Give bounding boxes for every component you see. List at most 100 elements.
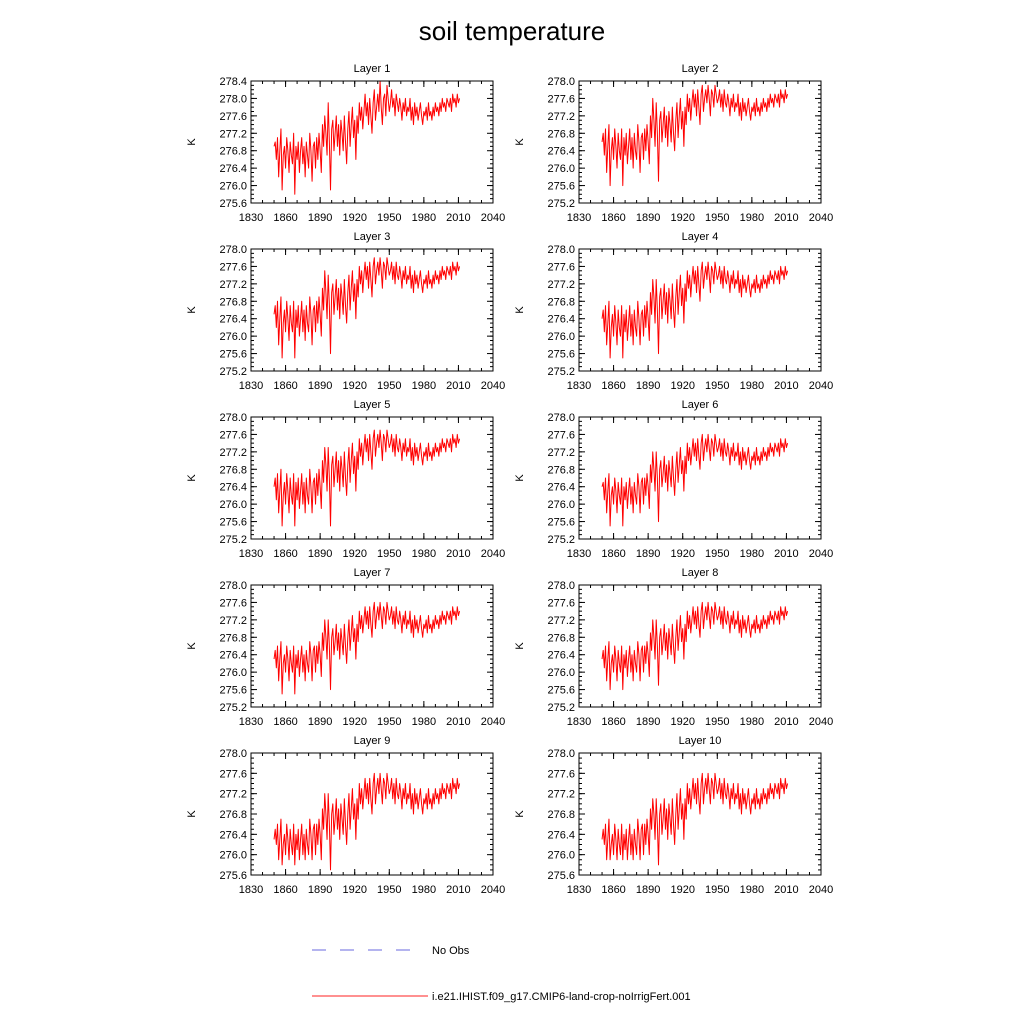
y-tick-label: 275.6 xyxy=(547,685,575,697)
plot-frame xyxy=(578,416,822,540)
panel-layer-1: Layer 1 K 278.4 278.0 277.6 277.2 276.8 276.4 27… xyxy=(186,63,505,224)
y-tick-label: 278.0 xyxy=(219,748,247,760)
y-tick-label: 277.6 xyxy=(547,768,575,780)
x-tick-label: 1830 xyxy=(567,548,591,560)
y-tick-label: 278.0 xyxy=(547,76,575,88)
y-tick-label: 276.0 xyxy=(219,181,247,193)
x-tick-label: 1950 xyxy=(377,380,401,392)
y-tick-label: 277.2 xyxy=(547,111,575,123)
y-tick-label: 278.0 xyxy=(219,412,247,424)
x-tick-label: 1860 xyxy=(273,380,297,392)
y-tick-label: 276.8 xyxy=(547,464,575,476)
y-tick-label: 278.4 xyxy=(219,76,247,88)
x-tick-label: 1950 xyxy=(377,884,401,896)
series-line xyxy=(601,601,789,691)
y-tick-label: 276.4 xyxy=(547,146,575,158)
figure-title: soil temperature xyxy=(419,16,605,46)
panel-title: Layer 7 xyxy=(354,567,391,579)
panel-layer-4: Layer 4 K 278.0 277.6 277.2 276.8 276.4 276.0 27… xyxy=(514,231,833,392)
x-tick-label: 1890 xyxy=(308,716,332,728)
y-tick-label: 276.4 xyxy=(219,650,247,662)
x-tick-label: 1860 xyxy=(273,212,297,224)
x-tick-label: 1950 xyxy=(705,380,729,392)
y-tick-label: 277.2 xyxy=(547,615,575,627)
x-tick-label: 1890 xyxy=(636,212,660,224)
y-tick-label: 276.8 xyxy=(547,632,575,644)
plot-frame xyxy=(250,80,494,204)
x-tick-label: 1980 xyxy=(740,884,764,896)
y-tick-label: 276.8 xyxy=(547,296,575,308)
y-tick-label: 277.6 xyxy=(219,429,247,441)
x-tick-label: 1950 xyxy=(377,716,401,728)
plot-frame xyxy=(250,752,494,876)
x-tick-label: 1830 xyxy=(239,884,263,896)
x-tick-label: 1920 xyxy=(670,716,694,728)
x-tick-label: 1860 xyxy=(273,884,297,896)
panel-layer-8: Layer 8 K 278.0 277.6 277.2 276.8 276.4 276.0 27… xyxy=(514,567,833,728)
series-line xyxy=(273,772,461,871)
y-tick-label: 278.0 xyxy=(547,244,575,256)
x-tick-label: 1920 xyxy=(342,884,366,896)
y-tick-label: 276.0 xyxy=(547,850,575,862)
series-line xyxy=(273,80,461,195)
x-tick-label: 2040 xyxy=(809,716,833,728)
y-tick-label: 275.6 xyxy=(219,198,247,210)
x-tick-label: 1890 xyxy=(636,548,660,560)
x-tick-label: 1830 xyxy=(567,212,591,224)
y-tick-label: 276.0 xyxy=(547,667,575,679)
x-tick-label: 1830 xyxy=(239,548,263,560)
y-tick-label: 275.6 xyxy=(219,349,247,361)
y-tick-label: 276.4 xyxy=(547,482,575,494)
y-tick-label: 276.8 xyxy=(547,809,575,821)
y-tick-label: 275.2 xyxy=(219,534,247,546)
x-tick-label: 1950 xyxy=(705,548,729,560)
panel-title: Layer 10 xyxy=(679,735,722,747)
y-tick-label: 278.0 xyxy=(219,580,247,592)
series-line xyxy=(601,261,789,359)
panel-layer-6: Layer 6 K 278.0 277.6 277.2 276.8 276.4 276.0 27… xyxy=(514,399,833,560)
x-tick-label: 1920 xyxy=(342,716,366,728)
x-tick-label: 1980 xyxy=(740,716,764,728)
x-tick-label: 1980 xyxy=(412,884,436,896)
x-tick-label: 1980 xyxy=(412,548,436,560)
x-tick-label: 2010 xyxy=(774,548,798,560)
panel-title: Layer 1 xyxy=(354,63,391,75)
x-tick-label: 2040 xyxy=(809,212,833,224)
x-tick-label: 1860 xyxy=(601,884,625,896)
x-tick-label: 2010 xyxy=(446,884,470,896)
panel-layer-10: Layer 10 K 278.0 277.6 277.2 276.8 276.4 276.0 2… xyxy=(514,735,833,896)
y-tick-label: 276.8 xyxy=(219,464,247,476)
y-axis-label: K xyxy=(514,138,526,146)
y-tick-label: 277.6 xyxy=(219,597,247,609)
y-tick-label: 278.0 xyxy=(547,412,575,424)
y-tick-label: 277.2 xyxy=(219,447,247,459)
x-tick-label: 1830 xyxy=(239,716,263,728)
x-tick-label: 1890 xyxy=(636,884,660,896)
y-axis-label: K xyxy=(186,306,198,314)
x-tick-label: 1830 xyxy=(567,380,591,392)
legend: No Obs i.e21.IHIST.f09_g17.CMIP6-land-cr… xyxy=(312,945,691,1003)
series-line xyxy=(273,429,461,527)
plot-frame xyxy=(250,584,494,708)
y-tick-label: 277.6 xyxy=(219,261,247,273)
panel-layer-2: Layer 2 K 278.0 277.6 277.2 276.8 276.4 276.0 27… xyxy=(514,63,833,224)
x-tick-label: 1920 xyxy=(342,212,366,224)
series-line xyxy=(601,84,789,187)
x-tick-label: 1950 xyxy=(705,716,729,728)
x-tick-label: 2010 xyxy=(446,380,470,392)
x-tick-label: 1920 xyxy=(670,212,694,224)
panel-title: Layer 5 xyxy=(354,399,391,411)
y-tick-label: 275.2 xyxy=(547,198,575,210)
panel-layer-5: Layer 5 K 278.0 277.6 277.2 276.8 276.4 276.0 27… xyxy=(186,399,505,560)
y-tick-label: 276.8 xyxy=(219,296,247,308)
x-tick-label: 2040 xyxy=(809,380,833,392)
y-axis-label: K xyxy=(186,810,198,818)
panel-layer-7: Layer 7 K 278.0 277.6 277.2 276.8 276.4 276.0 27… xyxy=(186,567,505,728)
panel-title: Layer 6 xyxy=(682,399,719,411)
y-tick-label: 278.0 xyxy=(219,244,247,256)
x-tick-label: 1890 xyxy=(308,212,332,224)
plot-frame xyxy=(250,248,494,372)
y-tick-label: 277.2 xyxy=(547,789,575,801)
y-tick-label: 277.6 xyxy=(219,111,247,123)
x-tick-label: 1920 xyxy=(342,548,366,560)
